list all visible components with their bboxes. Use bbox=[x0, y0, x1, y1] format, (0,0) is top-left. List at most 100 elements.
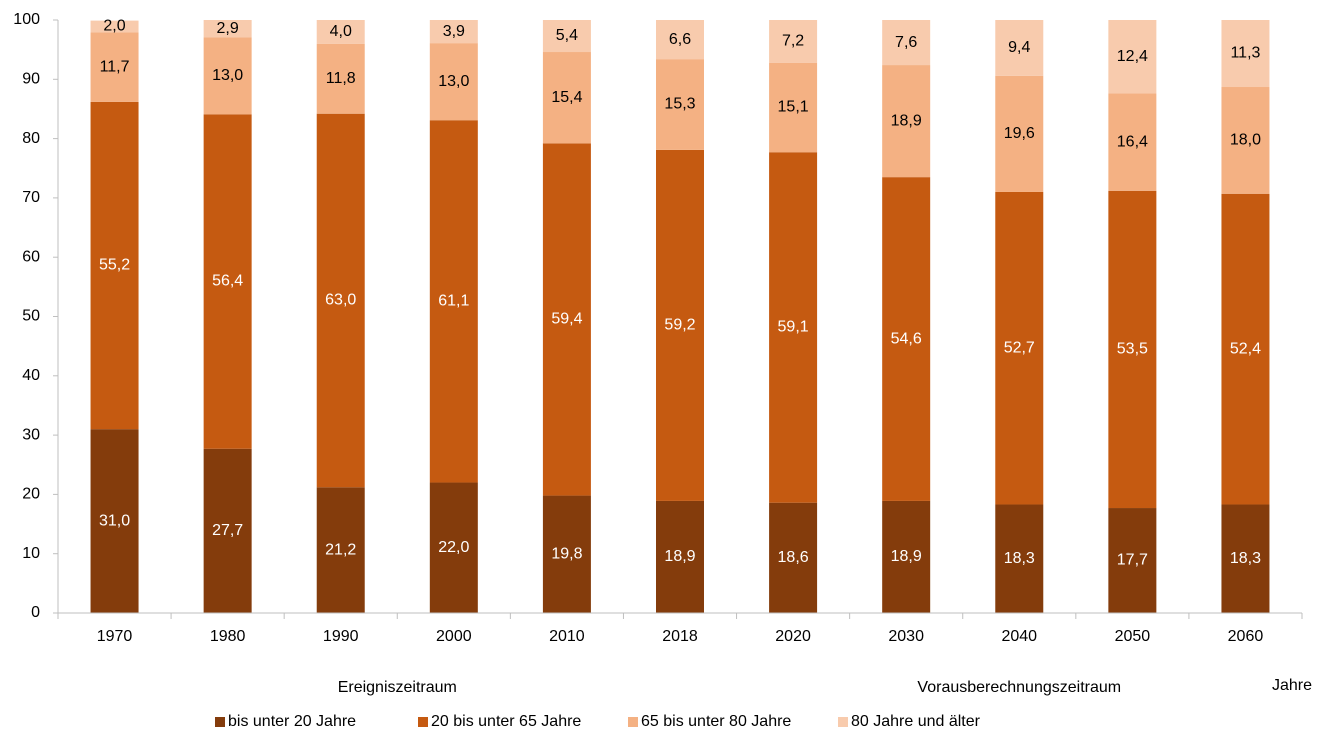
x-tick-label: 1970 bbox=[97, 628, 133, 645]
bar-segment bbox=[656, 20, 704, 60]
x-tick-label: 2020 bbox=[775, 628, 811, 645]
legend-label: 80 Jahre und älter bbox=[851, 713, 981, 730]
bar-segment bbox=[769, 152, 818, 503]
bar-segment bbox=[1221, 504, 1270, 613]
annotation: Ereigniszeitraum bbox=[338, 679, 457, 696]
legend-swatch bbox=[418, 717, 428, 727]
bar-segment bbox=[203, 37, 252, 115]
data-label: 11,3 bbox=[1230, 45, 1260, 62]
bar-segment bbox=[995, 20, 1044, 76]
bar-segment bbox=[995, 75, 1044, 192]
bar-segment bbox=[1221, 87, 1270, 194]
y-tick-label: 70 bbox=[22, 189, 40, 206]
data-label: 19,8 bbox=[551, 546, 582, 563]
y-tick-label: 50 bbox=[22, 308, 40, 325]
data-label: 9,4 bbox=[1008, 39, 1030, 56]
bar-segment bbox=[203, 114, 252, 449]
bar-segment bbox=[1221, 20, 1270, 88]
bar-segment bbox=[90, 429, 139, 613]
data-label: 59,2 bbox=[664, 317, 695, 334]
data-label: 18,9 bbox=[664, 548, 695, 565]
bar-segment bbox=[769, 502, 818, 613]
data-label: 13,0 bbox=[212, 67, 243, 84]
bar-segment bbox=[316, 113, 365, 488]
bar-segment bbox=[429, 43, 478, 121]
bar-segment bbox=[1108, 20, 1157, 94]
bar-segment bbox=[1108, 190, 1157, 509]
data-label: 15,1 bbox=[778, 99, 809, 116]
data-label: 61,1 bbox=[438, 293, 469, 310]
data-label: 2,9 bbox=[217, 20, 239, 37]
data-label: 12,4 bbox=[1117, 48, 1148, 65]
x-tick-label: 2030 bbox=[888, 628, 924, 645]
x-tick-label: 2018 bbox=[662, 628, 698, 645]
data-label: 53,5 bbox=[1117, 341, 1148, 358]
data-label: 54,6 bbox=[891, 330, 922, 347]
data-label: 7,6 bbox=[895, 34, 917, 51]
legend-label: 65 bis unter 80 Jahre bbox=[641, 713, 791, 730]
bar-segment bbox=[542, 495, 591, 613]
annotation: Vorausberechnungszeitraum bbox=[917, 679, 1121, 696]
legend-swatch bbox=[628, 717, 638, 727]
data-label: 21,2 bbox=[325, 541, 356, 558]
y-tick-label: 60 bbox=[22, 248, 40, 265]
bar-segment bbox=[203, 20, 252, 38]
y-tick-label: 90 bbox=[22, 71, 40, 88]
bar-segment bbox=[542, 143, 591, 496]
data-label: 17,7 bbox=[1117, 552, 1148, 569]
data-label: 2,0 bbox=[103, 18, 125, 35]
data-label: 59,1 bbox=[778, 319, 809, 336]
bar-segment bbox=[542, 52, 591, 144]
x-tick-label: 1990 bbox=[323, 628, 359, 645]
bar-segment bbox=[542, 20, 591, 53]
data-label: 16,4 bbox=[1117, 133, 1148, 150]
data-label: 18,9 bbox=[891, 548, 922, 565]
y-tick-label: 100 bbox=[13, 11, 40, 28]
bar-segment bbox=[316, 43, 365, 114]
bar-segment bbox=[203, 448, 252, 613]
legend-label: 20 bis unter 65 Jahre bbox=[431, 713, 581, 730]
legend-label: bis unter 20 Jahre bbox=[228, 713, 356, 730]
data-label: 4,0 bbox=[330, 23, 352, 40]
bar-segment bbox=[1108, 508, 1157, 613]
bar-segment bbox=[90, 32, 139, 102]
bar-segment bbox=[316, 487, 365, 613]
data-label: 52,7 bbox=[1004, 339, 1035, 356]
y-tick-label: 20 bbox=[22, 486, 40, 503]
bar-segment bbox=[995, 504, 1044, 613]
data-label: 5,4 bbox=[556, 27, 578, 44]
data-label: 22,0 bbox=[438, 539, 469, 556]
bar-segment bbox=[429, 482, 478, 613]
data-label: 11,7 bbox=[100, 58, 130, 75]
bar-segment bbox=[882, 500, 931, 613]
x-tick-label: 2000 bbox=[436, 628, 472, 645]
data-label: 15,3 bbox=[664, 96, 695, 113]
bar-segment bbox=[882, 20, 931, 66]
data-label: 27,7 bbox=[212, 522, 243, 539]
x-tick-label: 2010 bbox=[549, 628, 585, 645]
data-label: 18,9 bbox=[891, 112, 922, 129]
data-label: 15,4 bbox=[551, 89, 582, 106]
bar-segment bbox=[656, 59, 704, 150]
bar-segment bbox=[429, 120, 478, 483]
data-label: 31,0 bbox=[99, 512, 130, 529]
bar-segment bbox=[429, 20, 478, 44]
data-label: 3,9 bbox=[443, 23, 465, 40]
data-label: 63,0 bbox=[325, 292, 356, 309]
x-tick-label: 1980 bbox=[210, 628, 246, 645]
y-tick-label: 10 bbox=[22, 545, 40, 562]
y-tick-label: 80 bbox=[22, 130, 40, 147]
bar-segment bbox=[656, 149, 704, 501]
bar-segment bbox=[882, 65, 931, 178]
data-label: 6,6 bbox=[669, 31, 691, 48]
bar-segment bbox=[656, 500, 704, 613]
data-label: 18,3 bbox=[1004, 550, 1035, 567]
bar-segment bbox=[1108, 93, 1157, 191]
data-label: 55,2 bbox=[99, 257, 130, 274]
bar-segment bbox=[316, 20, 365, 44]
legend-swatch bbox=[838, 717, 848, 727]
data-label: 52,4 bbox=[1230, 340, 1261, 357]
x-tick-label: 2060 bbox=[1228, 628, 1264, 645]
data-label: 18,0 bbox=[1230, 132, 1261, 149]
